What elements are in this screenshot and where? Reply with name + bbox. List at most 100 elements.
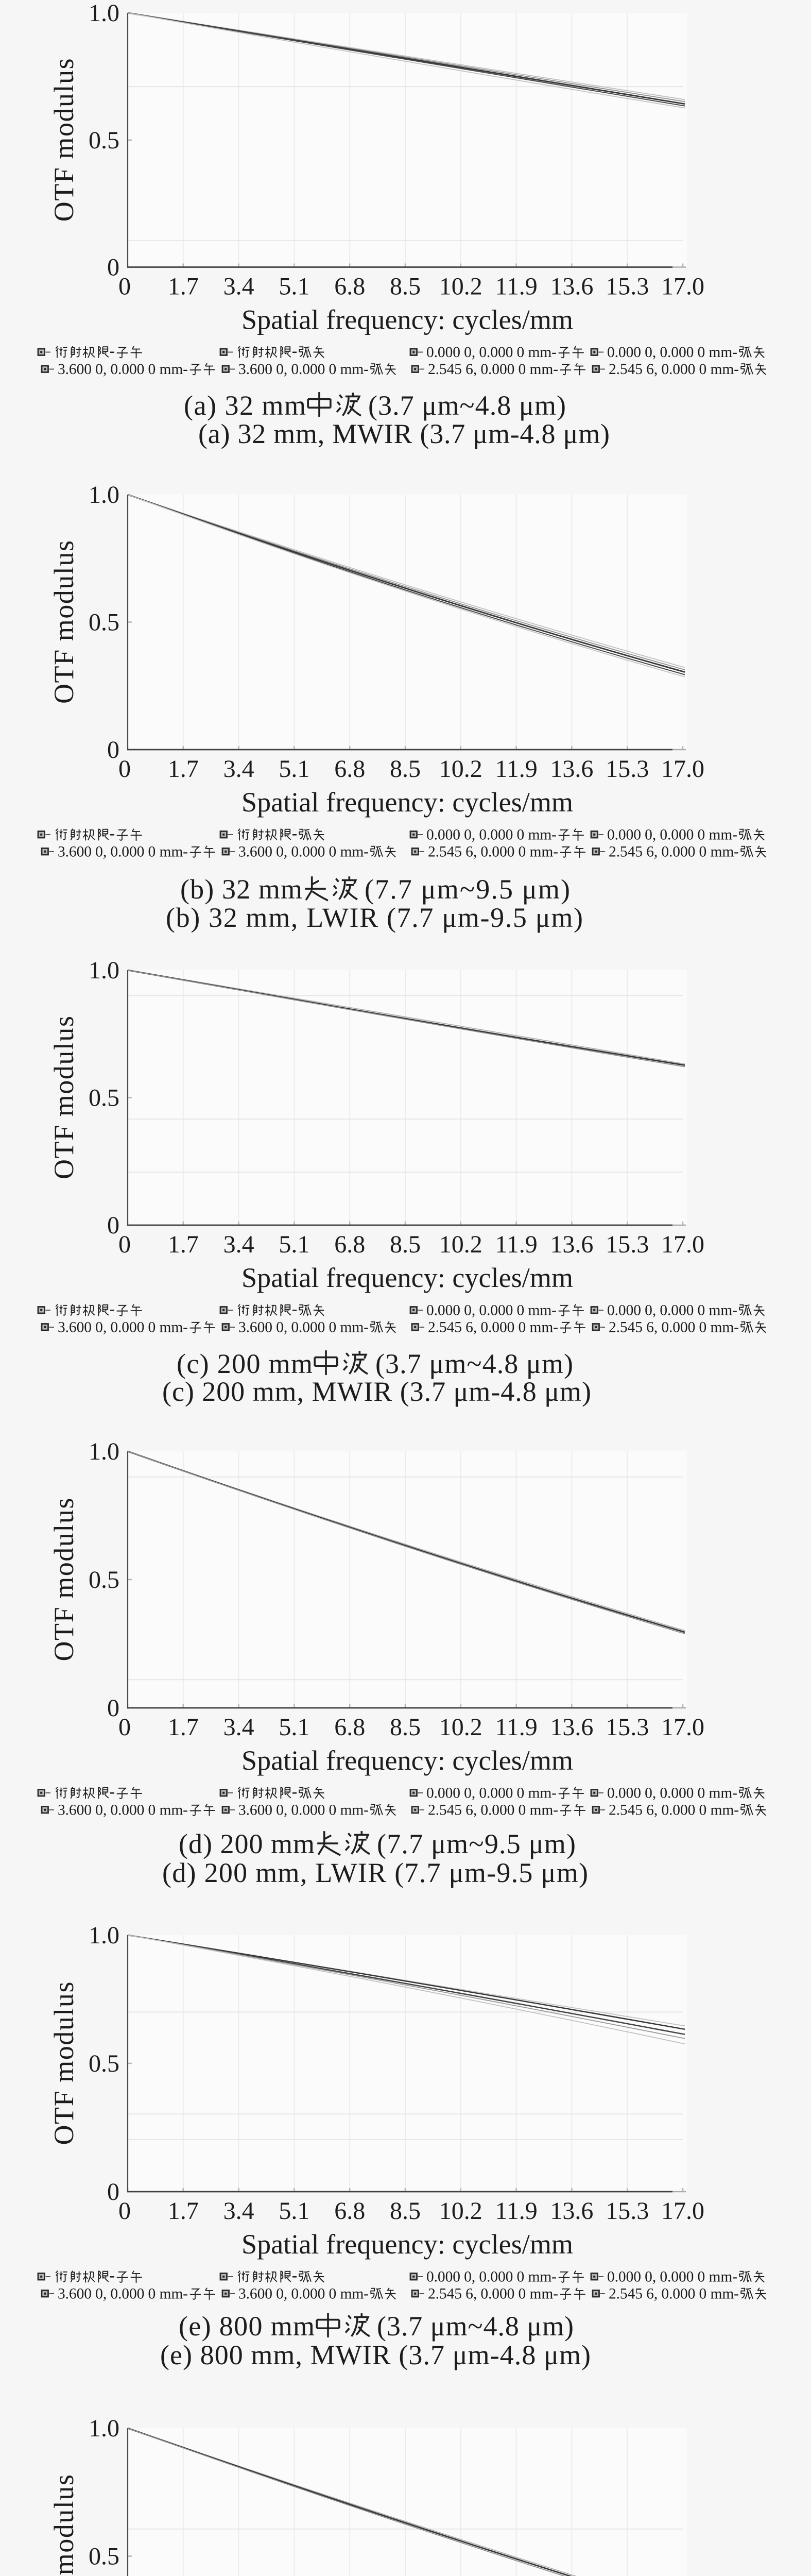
svg-text:0.000 0, 0.000 0 mm-: 0.000 0, 0.000 0 mm-	[607, 1785, 737, 1802]
svg-text:17.0: 17.0	[661, 273, 704, 300]
svg-text:0: 0	[118, 755, 131, 783]
svg-text:OTF modulus: OTF modulus	[48, 58, 79, 222]
svg-text:6.8: 6.8	[334, 2197, 365, 2225]
svg-text:15.3: 15.3	[606, 2197, 649, 2225]
svg-text:Spatial frequency: cycles/mm: Spatial frequency: cycles/mm	[241, 787, 573, 818]
svg-text:3.4: 3.4	[223, 273, 254, 300]
svg-text:(d) 200 mm, LWIR (7.7 μm-9.5 μ: (d) 200 mm, LWIR (7.7 μm-9.5 μm)	[162, 1857, 588, 1888]
svg-text:0: 0	[107, 254, 119, 281]
svg-text:Spatial frequency: cycles/mm: Spatial frequency: cycles/mm	[241, 1745, 573, 1776]
svg-text:2.545 6, 0.000 0 mm-: 2.545 6, 0.000 0 mm-	[609, 1319, 739, 1336]
svg-text:(a) 32 mm: (a) 32 mm	[184, 390, 306, 421]
svg-text:0.5: 0.5	[89, 2050, 119, 2077]
svg-text:0.000 0, 0.000 0 mm-: 0.000 0, 0.000 0 mm-	[607, 2269, 737, 2285]
svg-text:13.6: 13.6	[550, 755, 593, 783]
svg-text:3.600 0, 0.000 0 mm-: 3.600 0, 0.000 0 mm-	[58, 1802, 188, 1819]
svg-text:(d) 200 mm: (d) 200 mm	[179, 1828, 315, 1859]
svg-text:(3.7 μm~4.8 μm): (3.7 μm~4.8 μm)	[368, 390, 566, 421]
svg-text:0: 0	[107, 2178, 119, 2206]
svg-text:2.545 6, 0.000 0 mm-: 2.545 6, 0.000 0 mm-	[609, 844, 739, 860]
svg-text:3.600 0, 0.000 0 mm-: 3.600 0, 0.000 0 mm-	[238, 844, 369, 860]
svg-text:(b) 32 mm: (b) 32 mm	[180, 874, 302, 905]
svg-text:13.6: 13.6	[550, 1714, 593, 1741]
svg-text:11.9: 11.9	[495, 755, 537, 783]
svg-text:17.0: 17.0	[661, 2197, 704, 2225]
svg-text:0: 0	[107, 1212, 119, 1239]
svg-text:(e) 800 mm, MWIR (3.7 μm-4.8 μ: (e) 800 mm, MWIR (3.7 μm-4.8 μm)	[160, 2340, 591, 2370]
svg-text:10.2: 10.2	[439, 273, 482, 300]
svg-text:1.0: 1.0	[89, 1922, 119, 1949]
svg-text:15.3: 15.3	[606, 755, 649, 783]
svg-text:2.545 6, 0.000 0 mm-: 2.545 6, 0.000 0 mm-	[609, 1802, 739, 1819]
svg-text:OTF modulus: OTF modulus	[48, 540, 79, 704]
svg-text:3.600 0, 0.000 0 mm-: 3.600 0, 0.000 0 mm-	[238, 1319, 369, 1336]
svg-text:OTF modulus: OTF modulus	[48, 1498, 79, 1662]
svg-text:13.6: 13.6	[550, 1231, 593, 1258]
svg-text:3.600 0, 0.000 0 mm-: 3.600 0, 0.000 0 mm-	[238, 2286, 369, 2302]
svg-text:2.545 6, 0.000 0 mm-: 2.545 6, 0.000 0 mm-	[428, 844, 558, 860]
svg-text:3.4: 3.4	[223, 1231, 254, 1258]
svg-text:(3.7 μm~4.8 μm): (3.7 μm~4.8 μm)	[375, 1348, 573, 1379]
svg-text:OTF modulus: OTF modulus	[48, 1016, 79, 1179]
svg-text:3.4: 3.4	[223, 2197, 254, 2225]
svg-text:0.5: 0.5	[89, 1084, 119, 1112]
svg-text:0: 0	[107, 1694, 119, 1722]
svg-text:0: 0	[118, 2197, 131, 2225]
svg-text:0: 0	[118, 1714, 131, 1741]
svg-text:5.1: 5.1	[279, 755, 309, 783]
svg-text:OTF modulus: OTF modulus	[48, 2475, 79, 2576]
svg-text:13.6: 13.6	[550, 2197, 593, 2225]
svg-text:Spatial frequency: cycles/mm: Spatial frequency: cycles/mm	[241, 1262, 573, 1293]
svg-text:1.7: 1.7	[168, 2197, 199, 2225]
svg-text:1.7: 1.7	[168, 1231, 199, 1258]
svg-text:3.4: 3.4	[223, 755, 254, 783]
svg-text:6.8: 6.8	[334, 755, 365, 783]
svg-text:3.600 0, 0.000 0 mm-: 3.600 0, 0.000 0 mm-	[58, 361, 188, 378]
svg-text:3.600 0, 0.000 0 mm-: 3.600 0, 0.000 0 mm-	[58, 844, 188, 860]
svg-text:Spatial frequency: cycles/mm: Spatial frequency: cycles/mm	[241, 304, 573, 335]
svg-text:(a) 32 mm, MWIR (3.7 μm-4.8 μm: (a) 32 mm, MWIR (3.7 μm-4.8 μm)	[198, 418, 610, 449]
svg-text:5.1: 5.1	[279, 2197, 309, 2225]
svg-text:10.2: 10.2	[439, 2197, 482, 2225]
svg-text:0.000 0, 0.000 0 mm-: 0.000 0, 0.000 0 mm-	[607, 827, 737, 843]
svg-text:(b) 32 mm, LWIR (7.7 μm-9.5 μm: (b) 32 mm, LWIR (7.7 μm-9.5 μm)	[166, 902, 583, 933]
svg-text:17.0: 17.0	[661, 1714, 704, 1741]
svg-text:(3.7 μm~4.8 μm): (3.7 μm~4.8 μm)	[377, 2311, 574, 2342]
svg-text:1.0: 1.0	[89, 0, 119, 27]
svg-text:8.5: 8.5	[390, 1231, 421, 1258]
svg-text:3.600 0, 0.000 0 mm-: 3.600 0, 0.000 0 mm-	[58, 2286, 188, 2302]
svg-text:0.5: 0.5	[89, 2543, 119, 2570]
svg-text:(c) 200 mm: (c) 200 mm	[177, 1348, 313, 1379]
svg-text:OTF modulus: OTF modulus	[48, 1982, 79, 2145]
svg-text:2.545 6, 0.000 0 mm-: 2.545 6, 0.000 0 mm-	[609, 2286, 739, 2302]
svg-text:6.8: 6.8	[334, 1231, 365, 1258]
svg-text:0.000 0, 0.000 0 mm-: 0.000 0, 0.000 0 mm-	[426, 1302, 557, 1319]
svg-text:1.7: 1.7	[168, 1714, 199, 1741]
svg-text:1.0: 1.0	[89, 2415, 119, 2442]
svg-text:2.545 6, 0.000 0 mm-: 2.545 6, 0.000 0 mm-	[609, 361, 739, 378]
svg-text:0.5: 0.5	[89, 1566, 119, 1594]
svg-text:(7.7 μm~9.5 μm): (7.7 μm~9.5 μm)	[365, 874, 570, 905]
svg-text:15.3: 15.3	[606, 273, 649, 300]
svg-text:1.7: 1.7	[168, 755, 199, 783]
svg-text:3.4: 3.4	[223, 1714, 254, 1741]
svg-text:17.0: 17.0	[661, 755, 704, 783]
svg-text:2.545 6, 0.000 0 mm-: 2.545 6, 0.000 0 mm-	[428, 2286, 558, 2302]
svg-text:5.1: 5.1	[279, 1231, 309, 1258]
svg-text:2.545 6, 0.000 0 mm-: 2.545 6, 0.000 0 mm-	[428, 361, 558, 378]
svg-text:0.000 0, 0.000 0 mm-: 0.000 0, 0.000 0 mm-	[426, 1785, 557, 1802]
svg-text:0.000 0, 0.000 0 mm-: 0.000 0, 0.000 0 mm-	[426, 827, 557, 843]
svg-text:1.0: 1.0	[89, 481, 119, 509]
svg-text:15.3: 15.3	[606, 1231, 649, 1258]
svg-text:6.8: 6.8	[334, 273, 365, 300]
svg-text:10.2: 10.2	[439, 1231, 482, 1258]
svg-text:11.9: 11.9	[495, 2197, 537, 2225]
svg-text:15.3: 15.3	[606, 1714, 649, 1741]
svg-text:0.000 0, 0.000 0 mm-: 0.000 0, 0.000 0 mm-	[426, 2269, 557, 2285]
svg-text:5.1: 5.1	[279, 273, 309, 300]
svg-text:3.600 0, 0.000 0 mm-: 3.600 0, 0.000 0 mm-	[58, 1319, 188, 1336]
svg-text:(c) 200 mm, MWIR (3.7 μm-4.8 μ: (c) 200 mm, MWIR (3.7 μm-4.8 μm)	[162, 1376, 591, 1407]
svg-text:8.5: 8.5	[390, 2197, 421, 2225]
svg-text:6.8: 6.8	[334, 1714, 365, 1741]
svg-text:2.545 6, 0.000 0 mm-: 2.545 6, 0.000 0 mm-	[428, 1802, 558, 1819]
